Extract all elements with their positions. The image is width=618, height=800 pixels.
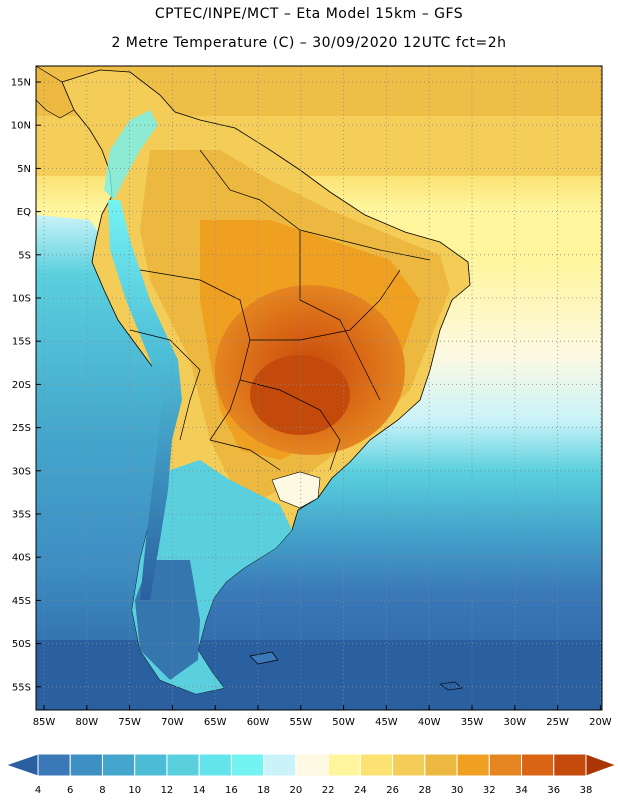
colorbar-label: 36: [547, 785, 560, 796]
falkland-islands: [249, 651, 279, 665]
lat-label: 10N: [11, 121, 31, 132]
lat-label: 5N: [17, 164, 31, 175]
colorbar-swatch: [392, 753, 426, 777]
colorbar-swatch: [521, 753, 555, 777]
lat-label: 20S: [12, 380, 31, 391]
lat-label: 45S: [12, 596, 31, 607]
lon-label: 45W: [375, 717, 398, 728]
lon-label: 50W: [332, 717, 355, 728]
lon-label: 85W: [33, 717, 56, 728]
plot-frame: [35, 65, 603, 711]
lon-label: 20W: [589, 717, 612, 728]
colorbar: 4 6 8 10 12 14 16 18 20 22 24 26 28 30 32 34 36 38: [4, 753, 618, 796]
colorbar-label: 8: [99, 785, 105, 796]
colorbar-label: 4: [35, 785, 41, 796]
lon-label: 40W: [418, 717, 441, 728]
colorbar-swatch: [37, 753, 71, 777]
colorbar-low-arrow: [4, 753, 39, 777]
andes-cold-band: [108, 200, 182, 600]
colorbar-swatch: [488, 753, 523, 777]
colorbar-label: 24: [354, 785, 367, 796]
longitude-labels: 85W 80W 75W 70W 65W 60W 55W 50W 45W 40W 35W 30W 25W 2…: [33, 705, 612, 728]
southern-ocean-field: [36, 640, 602, 710]
colorbar-label: 18: [257, 785, 270, 796]
lat-label: 15S: [12, 337, 31, 348]
colorbar-label: 34: [515, 785, 528, 796]
colorbar-label: 14: [193, 785, 206, 796]
map-title-line-2: 2 Metre Temperature (C) – 30/09/2020 12U…: [111, 35, 507, 51]
lon-label: 80W: [75, 717, 98, 728]
central-america-land: [36, 66, 75, 119]
colorbar-label: 38: [580, 785, 593, 796]
colorbar-swatch: [230, 753, 265, 777]
lon-label: 70W: [161, 717, 184, 728]
colorbar-label: 22: [322, 785, 335, 796]
lon-label: 35W: [461, 717, 484, 728]
lat-label: 50S: [12, 639, 31, 650]
lon-label: 30W: [503, 717, 526, 728]
colorbar-swatch: [327, 753, 361, 777]
colorbar-label: 26: [386, 785, 399, 796]
uruguay-cool-area: [271, 471, 321, 509]
colorbar-high-arrow: [585, 753, 618, 777]
lat-label: 35S: [12, 510, 31, 521]
colorbar-swatch: [198, 753, 232, 777]
south-georgia-island: [439, 681, 463, 691]
lat-label: 5S: [18, 250, 31, 261]
latitude-labels: 15N 10N 5N EQ 5S 10S 15S 20S 25S 30S 35S 40S 45S 50S 5…: [11, 78, 41, 693]
colorbar-swatch: [553, 753, 587, 777]
colorbar-swatch: [69, 753, 103, 777]
colorbar-label: 10: [128, 785, 141, 796]
colorbar-swatch: [166, 753, 200, 777]
lon-label: 65W: [204, 717, 227, 728]
lat-label: 30S: [12, 466, 31, 477]
colorbar-swatch: [359, 753, 394, 777]
lat-label: 55S: [12, 682, 31, 693]
colorbar-swatch: [101, 753, 136, 777]
map-title-line-1: CPTEC/INPE/MCT – Eta Model 15km – GFS: [154, 6, 464, 22]
colorbar-label: 32: [483, 785, 496, 796]
lat-label: 10S: [12, 294, 31, 305]
lat-label: EQ: [17, 207, 31, 218]
colorbar-label: 12: [161, 785, 174, 796]
lon-label: 60W: [247, 717, 270, 728]
colorbar-swatch: [263, 753, 297, 777]
graticule: [36, 66, 602, 710]
colorbar-swatch: [424, 753, 458, 777]
lon-label: 75W: [118, 717, 141, 728]
colorbar-label: 6: [67, 785, 73, 796]
colorbar-swatch: [295, 753, 329, 777]
lat-label: 40S: [12, 553, 31, 564]
colorbar-label: 16: [225, 785, 238, 796]
lat-label: 15N: [11, 78, 31, 89]
colorbar-label: 20: [290, 785, 303, 796]
lon-label: 55W: [289, 717, 312, 728]
lat-label: 25S: [12, 423, 31, 434]
colorbar-swatch: [134, 753, 168, 777]
colorbar-swatch: [456, 753, 490, 777]
heat-maximum: [250, 355, 350, 435]
colorbar-label: 28: [418, 785, 431, 796]
colombian-andes-cold: [104, 110, 158, 200]
colorbar-label: 30: [451, 785, 464, 796]
lon-label: 25W: [546, 717, 569, 728]
map-plot-area: [36, 66, 602, 710]
